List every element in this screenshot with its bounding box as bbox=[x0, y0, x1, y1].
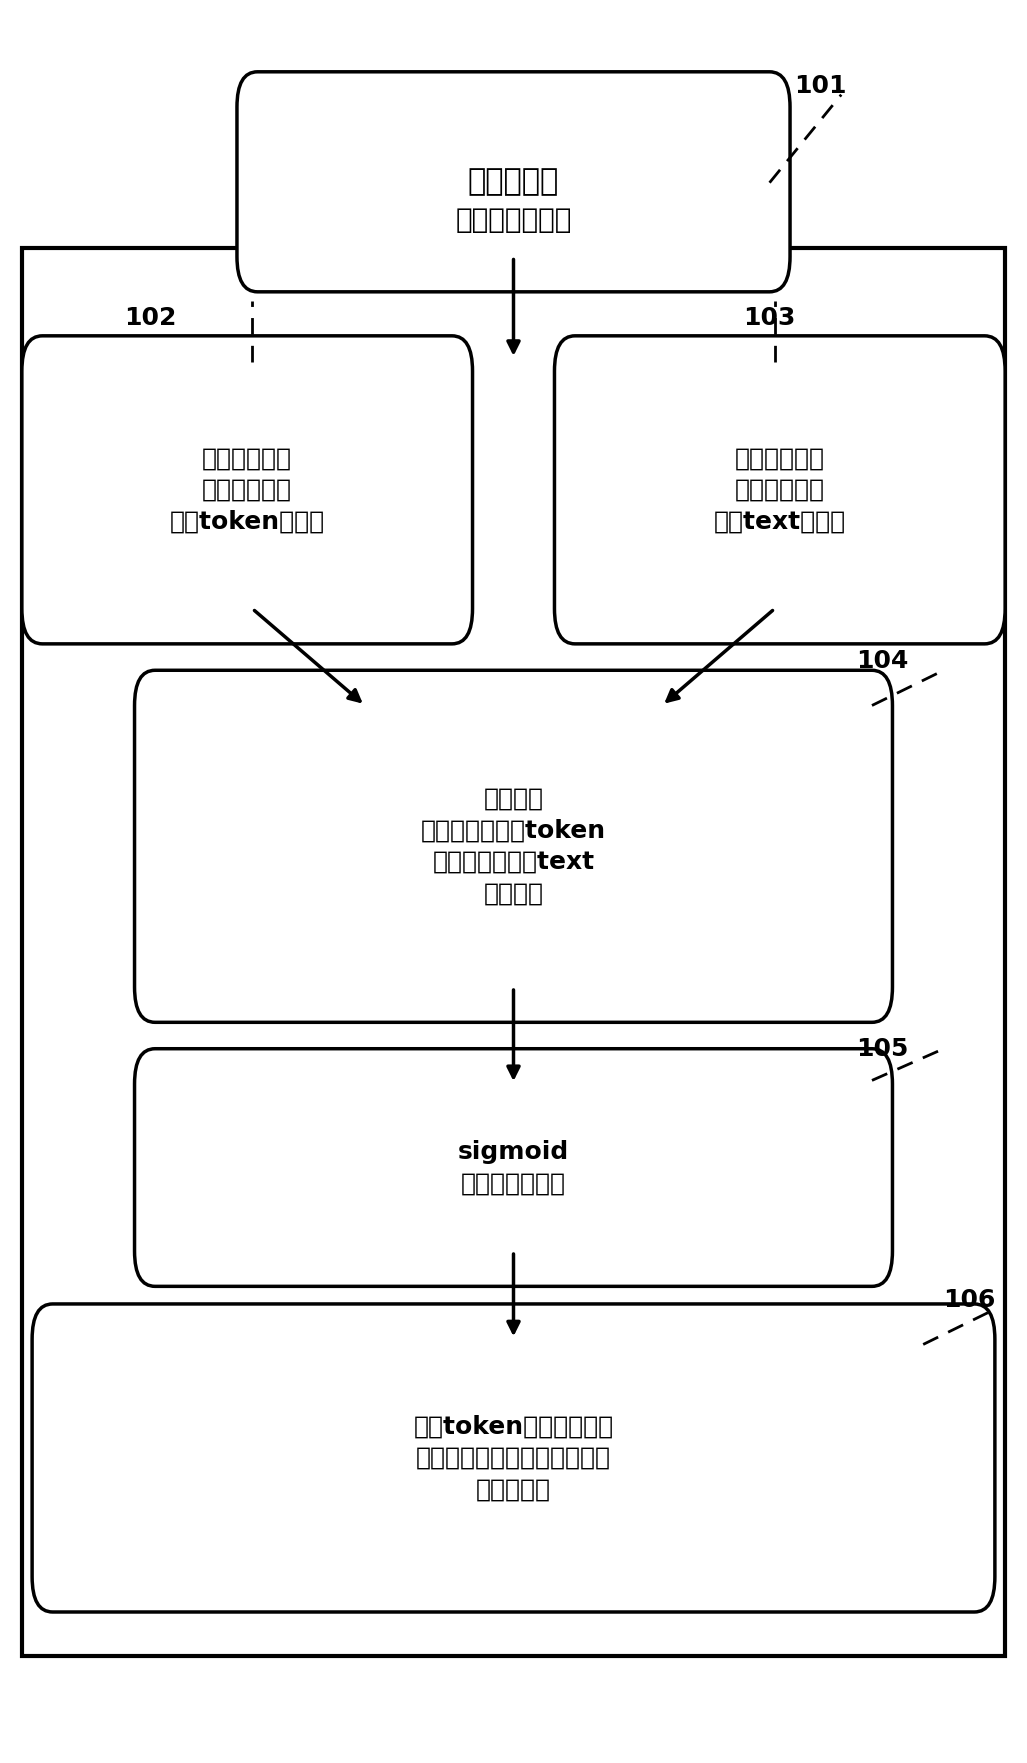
Text: 两层前馈网络
变换第一文本
每个token的编码: 两层前馈网络 变换第一文本 每个token的编码 bbox=[169, 446, 325, 534]
FancyBboxPatch shape bbox=[237, 72, 790, 293]
Text: 文本编码器: 文本编码器 bbox=[468, 167, 559, 196]
Text: 矩阵相乘
求第一文本每个token
对第二文本整个text
的注意力: 矩阵相乘 求第一文本每个token 对第二文本整个text 的注意力 bbox=[421, 786, 606, 906]
Text: 102: 102 bbox=[123, 307, 176, 330]
Text: 平均token的注意力得到
第一文本对第二文本的注意力
作为相似度: 平均token的注意力得到 第一文本对第二文本的注意力 作为相似度 bbox=[414, 1414, 613, 1502]
FancyBboxPatch shape bbox=[135, 1049, 892, 1287]
FancyBboxPatch shape bbox=[135, 670, 892, 1023]
FancyBboxPatch shape bbox=[32, 1305, 995, 1611]
Text: 101: 101 bbox=[795, 74, 847, 99]
Bar bbox=[22, 249, 1005, 1655]
Text: 106: 106 bbox=[943, 1289, 995, 1312]
Text: 104: 104 bbox=[857, 649, 909, 673]
Text: 103: 103 bbox=[744, 307, 796, 330]
Text: 105: 105 bbox=[857, 1037, 909, 1061]
FancyBboxPatch shape bbox=[22, 335, 472, 643]
Text: sigmoid
对注意力归一化: sigmoid 对注意力归一化 bbox=[458, 1139, 569, 1195]
Text: 相似度计算网络: 相似度计算网络 bbox=[455, 206, 572, 234]
FancyBboxPatch shape bbox=[555, 335, 1005, 643]
Text: 两层前馈网络
变换第二文本
整个text的编码: 两层前馈网络 变换第二文本 整个text的编码 bbox=[714, 446, 846, 534]
